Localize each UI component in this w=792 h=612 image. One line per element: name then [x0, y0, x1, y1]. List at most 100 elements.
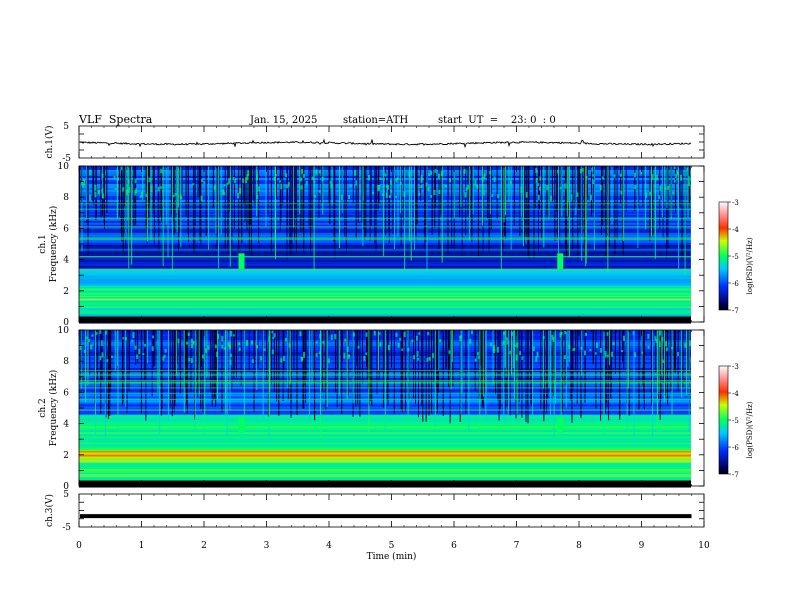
y-tick-label: 4 [63, 256, 69, 266]
streak-dark [513, 166, 515, 227]
streak-dark [126, 330, 128, 413]
streak-bright [368, 330, 370, 434]
y-tick-label: 5 [63, 122, 69, 132]
noise-patch [390, 180, 393, 185]
streak-bright [116, 166, 118, 219]
noise-patch [302, 174, 305, 178]
noise-patch [641, 351, 644, 354]
streak-dark [120, 166, 122, 232]
streak-dark [638, 166, 640, 209]
streak-dark [449, 330, 451, 424]
noise-patch [378, 332, 381, 335]
spectrogram-row [79, 438, 691, 441]
streak-bright [338, 166, 340, 249]
streak-dark [359, 330, 361, 417]
streak-dark [581, 166, 583, 228]
noise-patch [420, 174, 423, 181]
streak-dark [452, 330, 454, 387]
streak-dark [670, 330, 672, 391]
noise-patch [606, 354, 609, 358]
noise-patch [122, 187, 125, 192]
streak-dark [421, 330, 423, 407]
noise-patch [301, 357, 304, 361]
noise-patch [425, 182, 428, 187]
streak-bright [611, 166, 613, 225]
spectrogram-row [79, 432, 691, 435]
streak-dark [509, 330, 511, 416]
noise-patch [280, 358, 283, 363]
y-tick-label: 8 [63, 193, 69, 203]
station-label: station=ATH [343, 115, 409, 126]
noise-patch [585, 176, 588, 180]
streak-dark [228, 166, 230, 213]
noise-patch [552, 337, 555, 342]
streak-bright [167, 166, 169, 258]
noise-patch [659, 185, 662, 191]
streak-dark [291, 166, 293, 255]
noise-patch [201, 354, 204, 359]
streak-dark [172, 166, 174, 222]
noise-patch [246, 174, 249, 180]
spectrogram-row [79, 304, 691, 307]
tone-line [79, 369, 691, 371]
streak-dark [92, 166, 94, 202]
streak-dark [687, 330, 689, 373]
streak-dark [664, 330, 666, 396]
streak-dark [246, 166, 248, 231]
streak-dark [575, 330, 577, 372]
noise-patch [101, 173, 104, 178]
streak-dark [401, 330, 403, 362]
noise-patch [142, 352, 145, 356]
streak-bright [393, 166, 395, 250]
streak-dark [605, 330, 607, 414]
streak-dark [662, 166, 664, 239]
streak-bright [206, 330, 208, 377]
streak-bright [451, 330, 453, 363]
tone-line [79, 473, 691, 475]
streak-dark [435, 166, 437, 208]
streak-dark [337, 330, 339, 363]
streak-bright [220, 166, 222, 235]
spectrogram-row [79, 244, 691, 247]
noise-patch [82, 179, 85, 183]
streak-dark [370, 166, 372, 226]
noise-patch [299, 331, 302, 337]
streak-bright [326, 330, 328, 407]
streak-bright [414, 166, 416, 250]
noise-patch [95, 332, 98, 335]
noise-patch [449, 178, 452, 183]
spectrogram-row [79, 246, 691, 249]
streak-dark [341, 330, 343, 414]
noise-patch [299, 177, 302, 182]
streak-bright [162, 166, 164, 267]
streak-dark [216, 330, 218, 371]
streak-bright [658, 330, 660, 393]
spectrogram-row [79, 260, 691, 263]
streak-dark [610, 330, 612, 399]
streak-dark [390, 330, 392, 368]
noise-patch [280, 183, 283, 190]
streak-bright [603, 330, 605, 438]
tone-line [79, 218, 691, 220]
streak-dark [666, 166, 668, 260]
noise-patch [418, 332, 421, 335]
streak-bright [532, 330, 534, 423]
spectrogram-row [79, 250, 691, 253]
streak-dark [547, 330, 549, 399]
spectrogram-row [79, 194, 691, 197]
noise-patch [428, 357, 431, 361]
streak-dark [577, 330, 579, 362]
streak-dark [290, 330, 292, 382]
streak-dark [565, 166, 567, 258]
streak-dark [158, 166, 160, 251]
streak-bright [553, 330, 555, 438]
streak-dark [541, 166, 543, 239]
spectrogram-row [79, 218, 691, 221]
streak-dark [572, 166, 574, 250]
streak-bright [217, 330, 219, 400]
streak-dark [199, 166, 201, 241]
streak-bright [460, 330, 462, 414]
noise-patch [432, 353, 435, 359]
streak-bright [561, 166, 563, 217]
streak-dark [210, 330, 212, 371]
